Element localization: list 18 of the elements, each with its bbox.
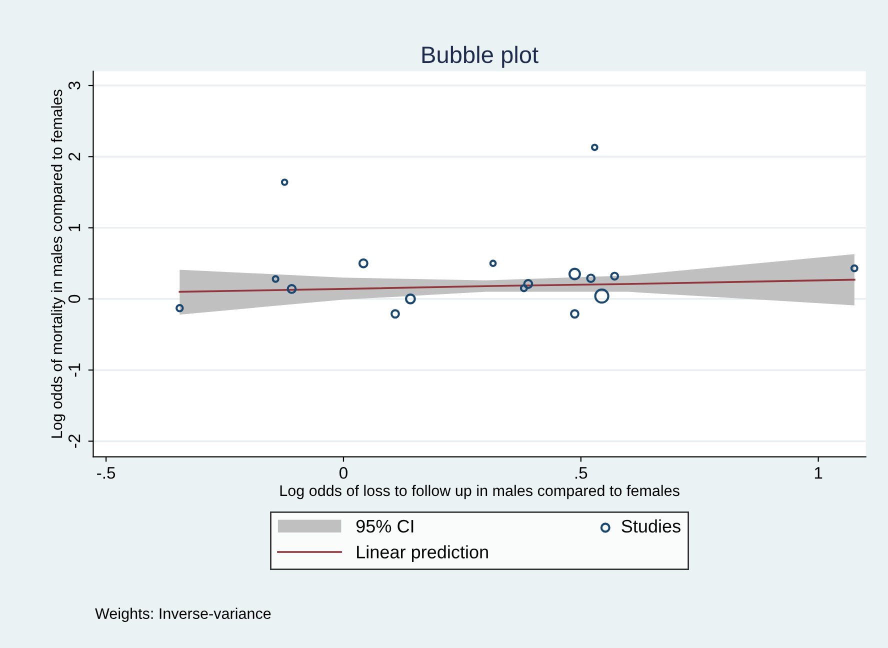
y-tick-label: 0	[68, 294, 80, 303]
y-axis-title: Log odds of mortality in males compared to females	[50, 90, 66, 438]
x-tick-label: -.5	[97, 467, 116, 479]
text: Weights: Inverse-variance	[95, 608, 271, 622]
y-tick-label: -1	[68, 363, 80, 377]
text: 95% CI	[356, 520, 414, 533]
legend-label: Linear prediction	[357, 545, 488, 562]
chart-title: Bubble plot	[422, 46, 538, 68]
x-tick-label: .5	[575, 467, 588, 479]
x-tick-label: 1	[814, 467, 822, 479]
y-tick-label: 2	[68, 152, 80, 160]
x-axis-title: Log odds of loss to follow up in males compared to females	[280, 484, 680, 500]
y-tick-label: 1	[68, 224, 80, 232]
x-tick-label: 0	[339, 467, 348, 479]
line-series	[178, 278, 856, 293]
legend-label: Studies	[622, 519, 680, 533]
y-tick-label: -2	[68, 434, 80, 448]
y-tick-label: 3	[68, 82, 80, 90]
